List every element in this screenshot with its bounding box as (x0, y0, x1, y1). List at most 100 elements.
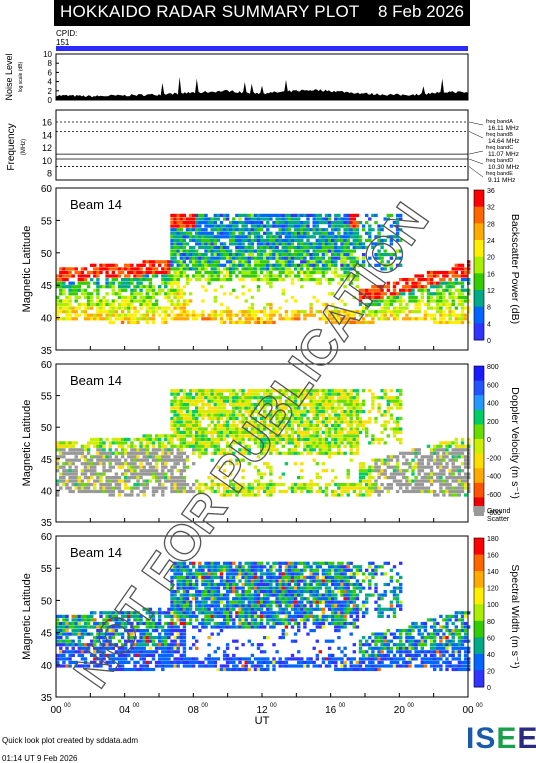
echo-cell (380, 473, 383, 476)
echo-cell (303, 228, 306, 231)
echo-cell (266, 303, 269, 306)
echo-cell (105, 285, 108, 288)
echo-cell (285, 452, 288, 455)
echo-cell (340, 417, 343, 420)
echo-cell (331, 239, 334, 242)
echo-cell (282, 242, 285, 245)
echo-cell (300, 242, 303, 245)
echo-cell (300, 257, 303, 260)
echo-cell (65, 640, 68, 643)
echo-cell (359, 221, 362, 224)
echo-cell (158, 483, 161, 486)
echo-cell (112, 459, 115, 462)
echo-cell (127, 317, 130, 320)
echo-cell (217, 434, 220, 437)
echo-cell (90, 462, 93, 465)
cpid-bar (56, 46, 468, 51)
echo-cell (214, 264, 217, 267)
echo-cell (248, 257, 251, 260)
echo-cell (232, 217, 235, 220)
echo-cell (136, 267, 139, 270)
echo-cell (347, 424, 350, 427)
echo-cell (155, 473, 158, 476)
echo-cell (294, 267, 297, 270)
echo-cell (177, 214, 180, 217)
echo-cell (136, 278, 139, 281)
echo-cell (78, 483, 81, 486)
echo-cell (96, 452, 99, 455)
echo-cell (217, 400, 220, 403)
echo-cell (319, 232, 322, 235)
echo-cell (285, 462, 288, 465)
echo-cell (461, 274, 464, 277)
colorbar-tick-label: 800 (487, 364, 499, 371)
echo-cell (183, 480, 186, 483)
echo-cell (347, 239, 350, 242)
echo-cell (56, 310, 59, 313)
echo-cell (93, 317, 96, 320)
echo-cell (269, 314, 272, 317)
echo-cell (173, 292, 176, 295)
echo-cell (248, 317, 251, 320)
echo-cell (143, 303, 146, 306)
echo-cell (396, 314, 399, 317)
echo-cell (59, 452, 62, 455)
echo-cell (235, 221, 238, 224)
echo-cell (331, 427, 334, 430)
echo-cell (133, 274, 136, 277)
echo-cell (294, 235, 297, 238)
echo-cell (170, 650, 173, 653)
echo-cell (158, 487, 161, 490)
echo-cell (62, 282, 65, 285)
echo-cell (99, 476, 102, 479)
echo-cell (118, 289, 121, 292)
echo-cell (173, 410, 176, 413)
echo-cell (118, 282, 121, 285)
echo-cell (170, 389, 173, 392)
echo-cell (211, 389, 214, 392)
echo-cell (396, 310, 399, 313)
echo-cell (331, 232, 334, 235)
echo-cell (161, 434, 164, 437)
echo-cell (183, 307, 186, 310)
echo-cell (343, 250, 346, 253)
echo-cell (235, 253, 238, 256)
echo-cell (288, 257, 291, 260)
echo-cell (78, 625, 81, 628)
echo-cell (146, 299, 149, 302)
echo-cell (177, 410, 180, 413)
echo-cell (118, 452, 121, 455)
echo-cell (347, 487, 350, 490)
echo-cell (464, 267, 467, 270)
echo-cell (170, 459, 173, 462)
echo-cell (408, 490, 411, 493)
echo-cell (201, 267, 204, 270)
echo-cell (99, 299, 102, 302)
lat-tick-label: 55 (41, 392, 53, 403)
echo-cell (427, 271, 430, 274)
echo-cell (195, 242, 198, 245)
echo-cell (418, 473, 421, 476)
echo-cell (180, 314, 183, 317)
echo-cell (272, 246, 275, 249)
echo-cell (411, 452, 414, 455)
echo-cell (90, 317, 93, 320)
echo-cell (173, 445, 176, 448)
echo-cell (68, 292, 71, 295)
echo-cell (464, 459, 467, 462)
echo-cell (201, 260, 204, 263)
echo-cell (81, 445, 84, 448)
echo-cell (133, 459, 136, 462)
frequency-tick-label: 8 (47, 169, 52, 179)
echo-cell (143, 274, 146, 277)
echo-cell (439, 278, 442, 281)
echo-cell (121, 490, 124, 493)
echo-cell (235, 407, 238, 410)
echo-cell (192, 253, 195, 256)
echo-cell (343, 228, 346, 231)
echo-cell (436, 473, 439, 476)
echo-cell (331, 250, 334, 253)
echo-cell (195, 417, 198, 420)
echo-cell (115, 274, 118, 277)
echo-cell (226, 217, 229, 220)
